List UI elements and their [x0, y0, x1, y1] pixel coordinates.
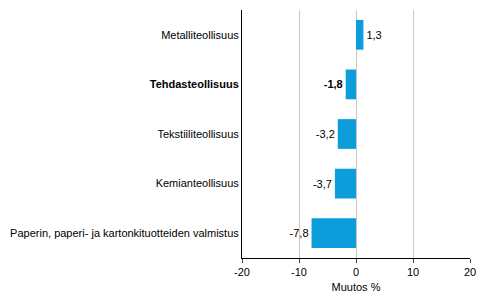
svg-text:1,3: 1,3 — [366, 29, 381, 41]
svg-text:0: 0 — [353, 266, 359, 278]
svg-text:10: 10 — [407, 266, 419, 278]
svg-text:Paperin, paperi- ja kartonkitu: Paperin, paperi- ja kartonkituotteiden v… — [10, 227, 239, 239]
svg-text:-7,8: -7,8 — [290, 227, 309, 239]
svg-text:-3,7: -3,7 — [313, 178, 332, 190]
svg-text:-1,8: -1,8 — [324, 78, 343, 90]
svg-text:Kemianteollisuus: Kemianteollisuus — [156, 177, 240, 189]
svg-text:-20: -20 — [234, 266, 250, 278]
svg-text:Tehdasteollisuus: Tehdasteollisuus — [150, 78, 239, 90]
svg-text:20: 20 — [464, 266, 476, 278]
svg-text:-3,2: -3,2 — [316, 128, 335, 140]
svg-text:-10: -10 — [291, 266, 307, 278]
svg-text:Metalliteollisuus: Metalliteollisuus — [161, 29, 239, 41]
svg-text:Tekstiiliteollisuus: Tekstiiliteollisuus — [157, 128, 239, 140]
svg-text:Muutos %: Muutos % — [332, 281, 381, 293]
